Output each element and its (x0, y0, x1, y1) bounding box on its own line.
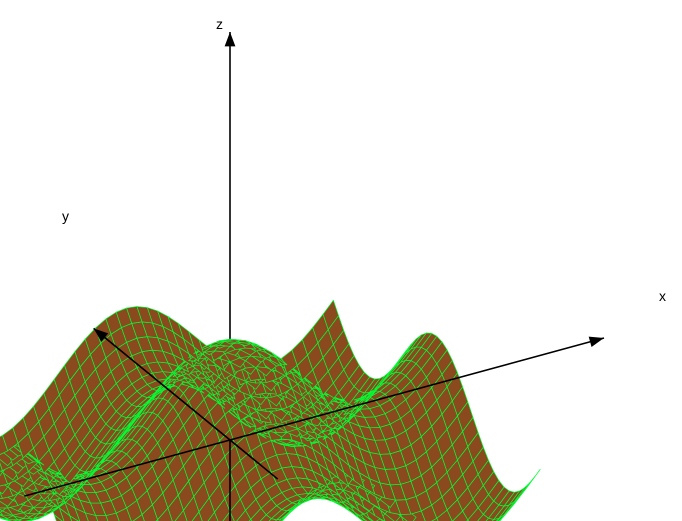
axis-label-z: z (216, 16, 223, 32)
plot-canvas (0, 0, 682, 521)
axis-label-y: y (62, 208, 69, 224)
surface-plot: x y z (0, 0, 682, 521)
axis-label-x: x (659, 288, 666, 304)
